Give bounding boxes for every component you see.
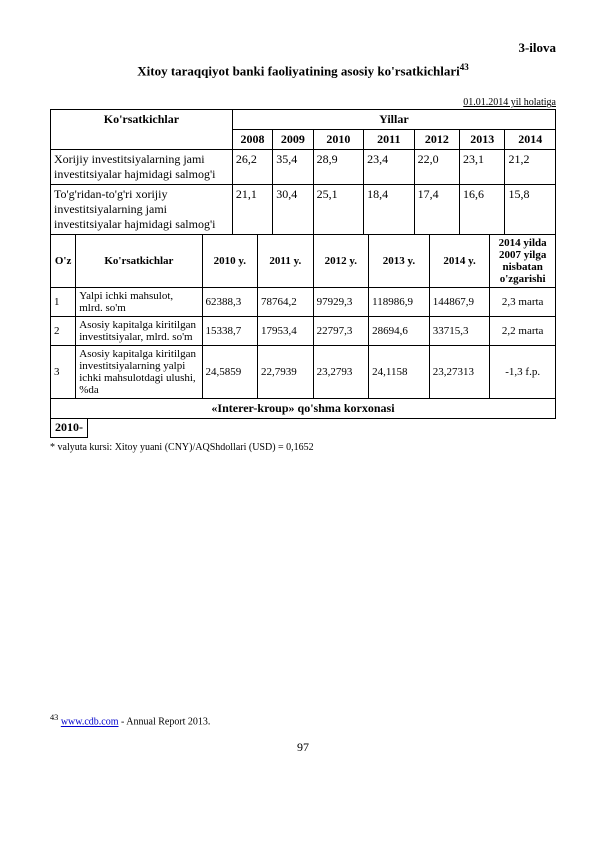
table-indicators-2010-2014: O'z Ko'rsatkichlar 2010 y. 2011 y. 2012 …	[50, 234, 556, 399]
cell: 118986,9	[369, 288, 430, 317]
t1-row1-label: Xorijiy investitsiyalarning jami investi…	[51, 150, 233, 185]
year-only-cell: 2010-	[50, 418, 88, 438]
cell: 24,1158	[369, 346, 430, 399]
cell: 23,4	[364, 150, 415, 185]
table-row: 2 Asosiy kapitalga kiritilgan investitsi…	[51, 317, 556, 346]
t2-year: 2012 y.	[313, 235, 369, 288]
cell: 15338,7	[202, 317, 258, 346]
t2-year: 2013 y.	[369, 235, 430, 288]
t1-year: 2013	[460, 130, 505, 150]
cell: 24,5859	[202, 346, 258, 399]
cell: 15,8	[505, 185, 556, 235]
cell: 35,4	[273, 150, 313, 185]
t2-year: 2011 y.	[258, 235, 314, 288]
t1-header-ko: Ko'rsatkichlar	[51, 110, 233, 150]
table-row: 1 Yalpi ichki mahsulot, mlrd. so'm 62388…	[51, 288, 556, 317]
footnote-number: 43	[50, 713, 58, 722]
t2-header-oz: O'z	[51, 235, 76, 288]
cell: 62388,3	[202, 288, 258, 317]
cell: 2,3 marta	[490, 288, 556, 317]
t1-row2-label: To'g'ridan-to'g'ri xorijiy investitsiyal…	[51, 185, 233, 235]
cell: 17,4	[414, 185, 459, 235]
cell: 18,4	[364, 185, 415, 235]
table-row: To'g'ridan-to'g'ri xorijiy investitsiyal…	[51, 185, 556, 235]
cell: 16,6	[460, 185, 505, 235]
cell: 22,0	[414, 150, 459, 185]
row-num: 2	[51, 317, 76, 346]
cell: 144867,9	[429, 288, 490, 317]
row-num: 1	[51, 288, 76, 317]
date-line: 01.01.2014 yil holatiga	[50, 97, 556, 108]
row-label: Asosiy kapitalga kiritilgan investitsiya…	[76, 346, 202, 399]
title-text: Xitoy taraqqiyot banki faoliyatining aso…	[137, 63, 460, 78]
cell: -1,3 f.p.	[490, 346, 556, 399]
t1-year: 2014	[505, 130, 556, 150]
cell: 22797,3	[313, 317, 369, 346]
cell: 23,27313	[429, 346, 490, 399]
footnote-text: - Annual Report 2013.	[119, 717, 211, 728]
t2-header-ko: Ko'rsatkichlar	[76, 235, 202, 288]
footnote-link[interactable]: www.cdb.com	[61, 717, 119, 728]
cell: 33715,3	[429, 317, 490, 346]
cell: 23,2793	[313, 346, 369, 399]
table-indicators-years: Ko'rsatkichlar Yillar 2008 2009 2010 201…	[50, 109, 556, 235]
t1-year: 2008	[232, 130, 272, 150]
cell: 23,1	[460, 150, 505, 185]
appendix-label: 3-ilova	[50, 40, 556, 56]
table-row: Xorijiy investitsiyalarning jami investi…	[51, 150, 556, 185]
page-title: Xitoy taraqqiyot banki faoliyatining aso…	[50, 62, 556, 79]
interer-row: «Interer-kroup» qo'shma korxonasi	[50, 399, 556, 419]
row-label: Asosiy kapitalga kiritilgan investitsiya…	[76, 317, 202, 346]
cell: 21,2	[505, 150, 556, 185]
currency-note: * valyuta kursi: Xitoy yuani (CNY)/AQShd…	[50, 442, 556, 453]
t2-year: 2014 y.	[429, 235, 490, 288]
cell: 2,2 marta	[490, 317, 556, 346]
cell: 30,4	[273, 185, 313, 235]
t2-header-change: 2014 yilda 2007 yilga nisbatan o'zgarish…	[490, 235, 556, 288]
t1-year: 2012	[414, 130, 459, 150]
title-footnote-ref: 43	[460, 62, 469, 72]
cell: 17953,4	[258, 317, 314, 346]
cell: 78764,2	[258, 288, 314, 317]
cell: 25,1	[313, 185, 364, 235]
t1-year: 2009	[273, 130, 313, 150]
cell: 26,2	[232, 150, 272, 185]
cell: 28,9	[313, 150, 364, 185]
t2-year: 2010 y.	[202, 235, 258, 288]
t1-year: 2010	[313, 130, 364, 150]
t1-year: 2011	[364, 130, 415, 150]
cell: 97929,3	[313, 288, 369, 317]
page-number: 97	[50, 740, 556, 755]
row-label: Yalpi ichki mahsulot, mlrd. so'm	[76, 288, 202, 317]
t1-header-yillar: Yillar	[232, 110, 555, 130]
cell: 28694,6	[369, 317, 430, 346]
cell: 22,7939	[258, 346, 314, 399]
footnote: 43 www.cdb.com - Annual Report 2013.	[50, 713, 556, 727]
table-row: 3 Asosiy kapitalga kiritilgan investitsi…	[51, 346, 556, 399]
cell: 21,1	[232, 185, 272, 235]
row-num: 3	[51, 346, 76, 399]
